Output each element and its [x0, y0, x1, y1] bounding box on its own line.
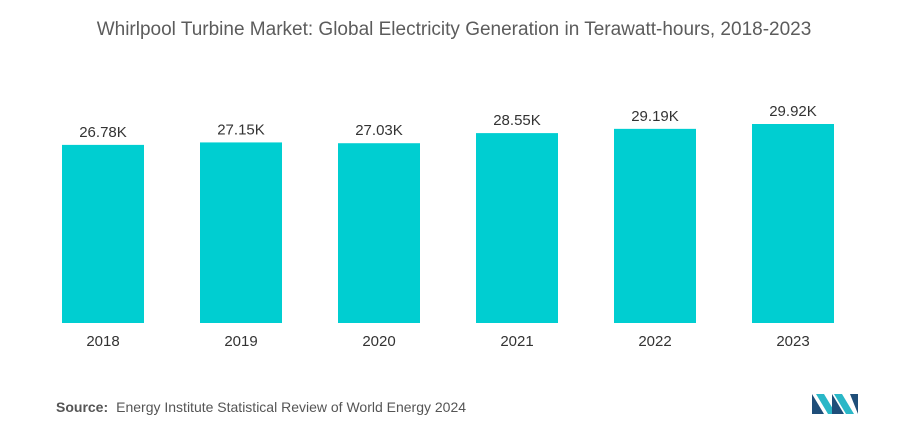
source-note: Source: Energy Institute Statistical Revi… — [56, 399, 466, 415]
chart-title: Whirlpool Turbine Market: Global Electri… — [96, 19, 812, 40]
bar-2020 — [338, 143, 420, 323]
data-label-2021: 28.55K — [493, 112, 541, 129]
source-label: Source: — [56, 399, 109, 415]
source-text: Energy Institute Statistical Review of W… — [116, 399, 467, 415]
bar-2022 — [614, 128, 696, 323]
mordor-intelligence-logo-icon — [812, 394, 858, 414]
x-tick-label-2022: 2022 — [638, 333, 671, 350]
bar-2018 — [62, 144, 144, 323]
x-tick-label-2020: 2020 — [362, 333, 395, 350]
data-label-2023: 29.92K — [769, 103, 817, 120]
data-label-2020: 27.03K — [355, 122, 403, 139]
bar-2019 — [200, 142, 282, 323]
x-tick-label-2018: 2018 — [86, 333, 119, 350]
bar-chart: 26.78K 2018 27.15K 2019 27.03K 2020 28.55K 2021… — [62, 103, 834, 350]
data-label-2022: 29.19K — [631, 108, 679, 125]
data-label-2018: 26.78K — [79, 124, 127, 141]
x-tick-label-2021: 2021 — [500, 333, 533, 350]
x-tick-label-2023: 2023 — [776, 333, 809, 350]
bar-2021 — [476, 133, 558, 323]
bar-2023 — [752, 124, 834, 323]
data-label-2019: 27.15K — [217, 121, 265, 138]
x-tick-label-2019: 2019 — [224, 333, 257, 350]
